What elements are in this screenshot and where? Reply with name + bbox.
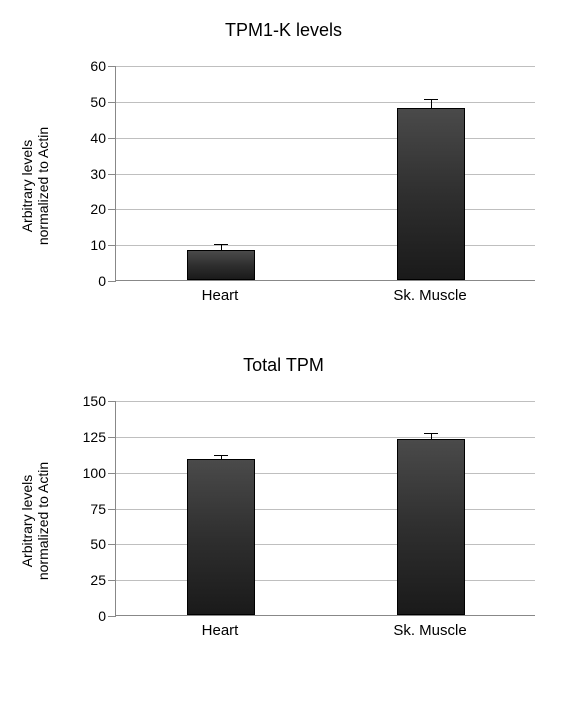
error-cap [424, 433, 438, 434]
error-bar [431, 99, 432, 109]
chart-title: TPM1-K levels [20, 20, 547, 41]
chart-frame: Arbitrary levelsnormalized to Actin02550… [115, 401, 535, 640]
y-tick-label: 40 [90, 130, 116, 146]
bar [187, 459, 254, 615]
x-labels: Heart Sk. Muscle [115, 281, 535, 305]
y-tick-label: 20 [90, 201, 116, 217]
bar [187, 250, 254, 280]
y-tick-label: 125 [83, 429, 116, 445]
y-tick-label: 60 [90, 58, 116, 74]
error-bar [431, 433, 432, 440]
error-bar [221, 244, 222, 251]
plot-area: 0102030405060 [115, 66, 535, 281]
y-tick-label: 0 [98, 273, 116, 289]
y-tick-label: 25 [90, 572, 116, 588]
y-tick-label: 100 [83, 465, 116, 481]
bars-layer [116, 401, 535, 615]
error-cap [214, 244, 228, 245]
bars-layer [116, 66, 535, 280]
x-tick-label: Heart [202, 287, 239, 304]
charts-container: TPM1-K levels Arbitrary levelsnormalized … [20, 20, 547, 640]
bar [397, 108, 464, 280]
error-cap [424, 99, 438, 100]
chart-block: TPM1-K levels Arbitrary levelsnormalized … [20, 20, 547, 305]
chart-frame: Arbitrary levelsnormalized to Actin01020… [115, 66, 535, 305]
plot-area: 0255075100125150 [115, 401, 535, 616]
y-tick-label: 75 [90, 501, 116, 517]
chart-title: Total TPM [20, 355, 547, 376]
y-tick-label: 150 [83, 393, 116, 409]
bar [397, 439, 464, 615]
y-tick-label: 50 [90, 536, 116, 552]
y-tick-label: 0 [98, 608, 116, 624]
error-cap [214, 455, 228, 456]
y-axis-label: Arbitrary levelsnormalized to Actin [19, 461, 51, 579]
x-tick-label: Sk. Muscle [393, 622, 466, 639]
chart-block: Total TPM Arbitrary levelsnormalized to A… [20, 355, 547, 640]
y-tick-label: 30 [90, 166, 116, 182]
x-labels: Heart Sk. Muscle [115, 616, 535, 640]
y-tick-label: 10 [90, 237, 116, 253]
x-tick-label: Heart [202, 622, 239, 639]
y-axis-label: Arbitrary levelsnormalized to Actin [19, 126, 51, 244]
x-tick-label: Sk. Muscle [393, 287, 466, 304]
y-tick-label: 50 [90, 94, 116, 110]
